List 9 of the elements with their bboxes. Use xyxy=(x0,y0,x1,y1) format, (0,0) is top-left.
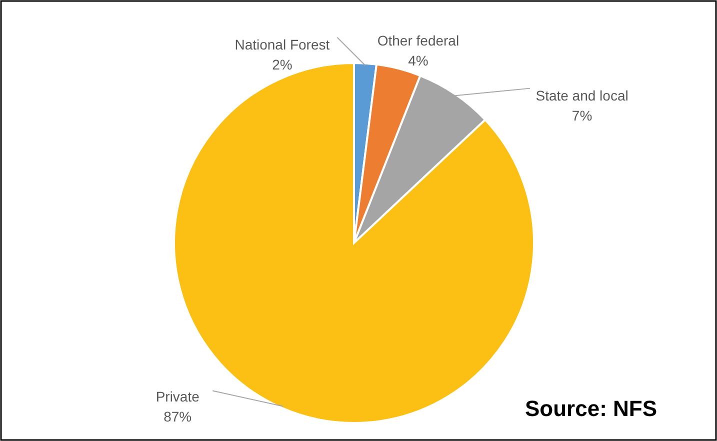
data-label: 2% xyxy=(272,56,292,72)
data-label: 7% xyxy=(572,107,592,124)
source-note: Source: NFS xyxy=(524,396,658,421)
slice-label: Other federal xyxy=(377,32,460,49)
data-label: 87% xyxy=(164,408,192,425)
slice-label: National Forest xyxy=(234,36,330,52)
slice-label: State and local xyxy=(536,87,628,104)
data-label: 4% xyxy=(408,52,428,69)
slice-label: Private xyxy=(156,388,200,405)
